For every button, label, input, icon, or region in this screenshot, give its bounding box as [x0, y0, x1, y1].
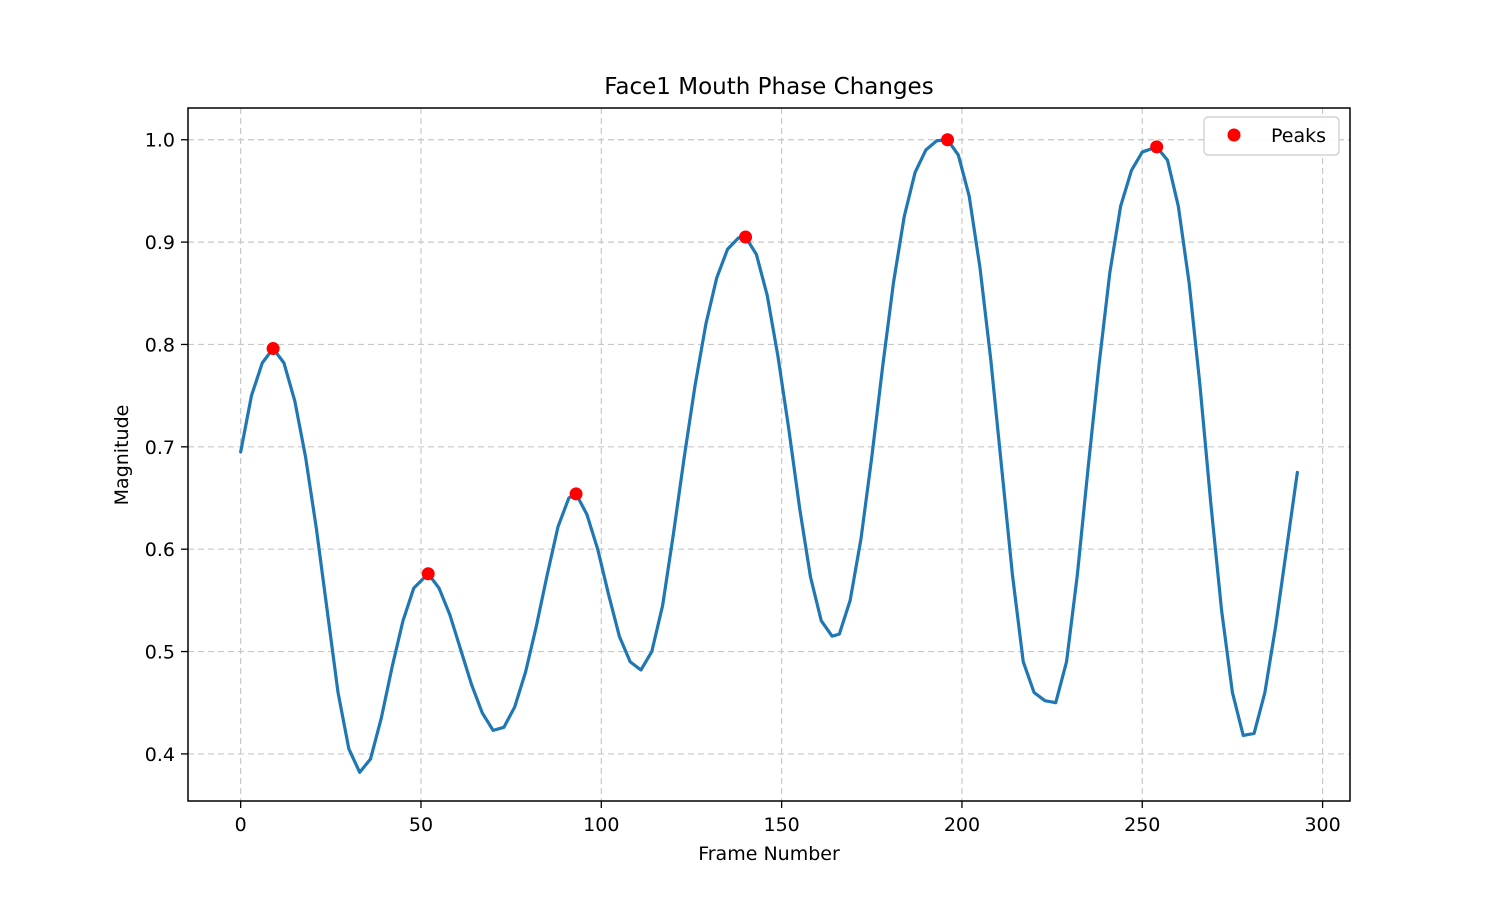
- y-tick-label: 0.6: [145, 539, 175, 561]
- legend-peaks-label: Peaks: [1271, 125, 1326, 147]
- grid-layer: [188, 108, 1350, 801]
- chart-title: Face1 Mouth Phase Changes: [604, 74, 933, 100]
- magnitude-line: [239, 138, 1299, 774]
- y-tick-label: 0.5: [145, 642, 175, 664]
- x-tick-label: 300: [1304, 814, 1340, 836]
- x-tick-label: 200: [944, 814, 980, 836]
- y-tick-label: 1.0: [145, 130, 175, 152]
- series-layer: [239, 138, 1299, 774]
- x-tick-label: 50: [409, 814, 433, 836]
- y-axis: 0.4 0.5 0.6 0.7 0.8 0.9 1.0: [145, 130, 188, 766]
- x-tick-label: 250: [1124, 814, 1160, 836]
- x-tick-label: 100: [583, 814, 619, 836]
- peak-point: [421, 567, 435, 581]
- y-tick-label: 0.8: [145, 334, 175, 356]
- y-tick-label: 0.7: [145, 437, 175, 459]
- peak-point: [1150, 140, 1164, 154]
- legend: Peaks: [1203, 116, 1340, 156]
- peak-point: [569, 487, 583, 501]
- legend-box: [1203, 116, 1340, 156]
- x-axis-label: Frame Number: [698, 843, 840, 865]
- peak-point: [941, 133, 955, 147]
- y-axis-label: Magnitude: [111, 405, 133, 506]
- x-tick-label: 0: [235, 814, 247, 836]
- legend-peaks-marker: [1227, 128, 1241, 142]
- x-tick-label: 150: [763, 814, 799, 836]
- peaks-layer: [266, 133, 1164, 581]
- peak-point: [266, 342, 280, 356]
- plot-frame: [187, 107, 1351, 802]
- x-axis: 0 50 100 150 200 250 300: [235, 801, 1341, 836]
- y-tick-label: 0.9: [145, 232, 175, 254]
- y-tick-label: 0.4: [145, 744, 175, 766]
- peak-point: [739, 230, 753, 244]
